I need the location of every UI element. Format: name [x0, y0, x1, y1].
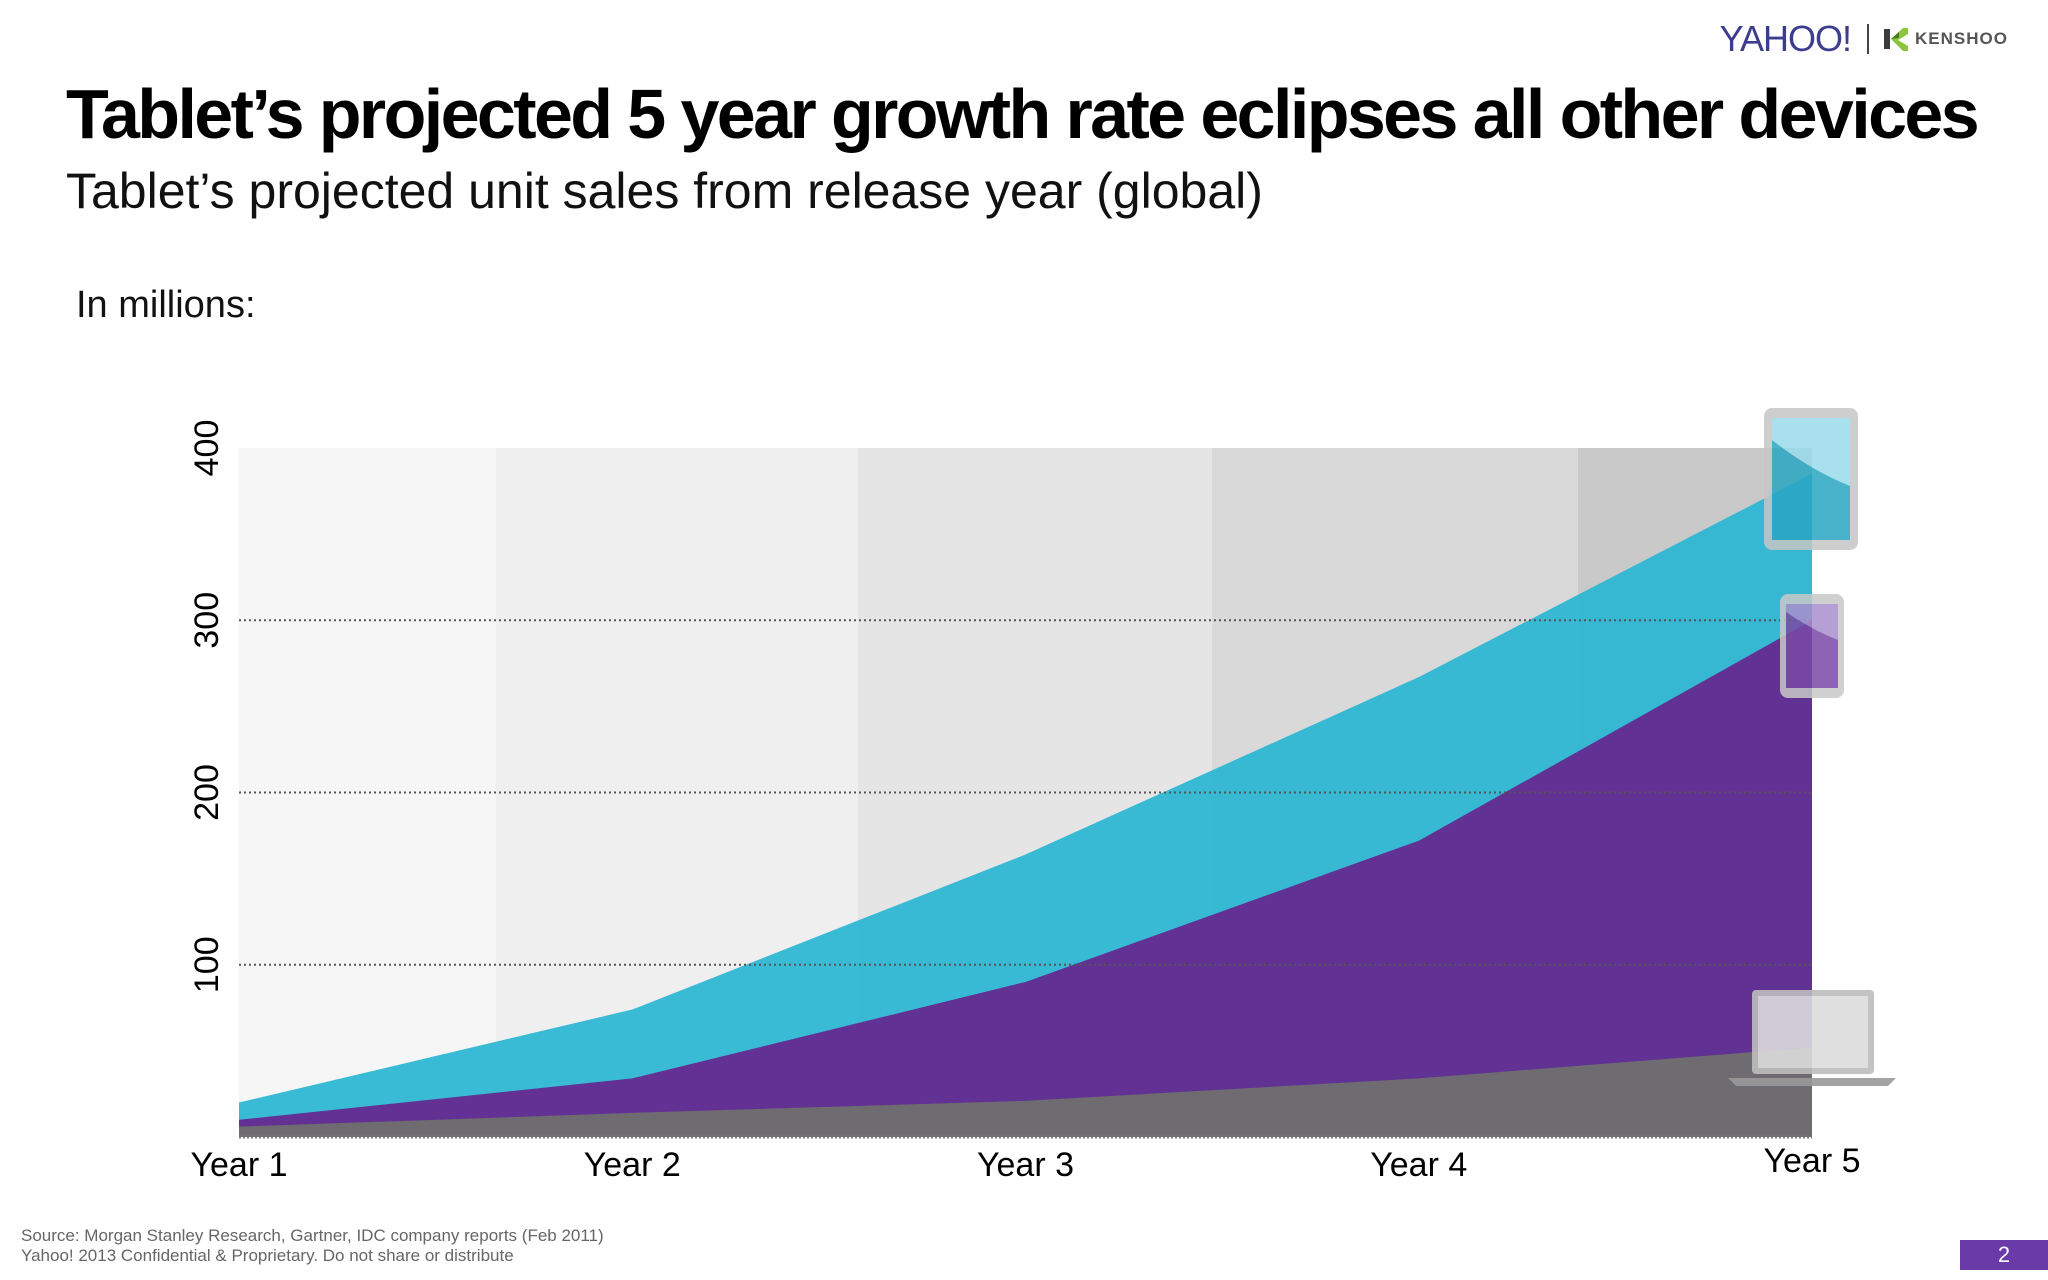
logo-divider [1867, 24, 1870, 54]
kenshoo-mark-icon [1884, 28, 1909, 51]
laptop-icon [1728, 990, 1896, 1086]
unit-note: In millions: [76, 284, 256, 326]
slide-title: Tablet’s projected 5 year growth rate ec… [66, 75, 1980, 153]
y-tick-label: 400 [188, 420, 226, 477]
x-category-label: Year 4 [1370, 1146, 1467, 1184]
source-note: Source: Morgan Stanley Research, Gartner… [21, 1226, 604, 1245]
logo-bar: YAHOO! KENSHOO [1720, 14, 2008, 64]
kenshoo-wordmark: KENSHOO [1915, 29, 2008, 48]
y-tick-label: 100 [188, 936, 226, 993]
x-category-label: Year 3 [977, 1146, 1074, 1184]
kenshoo-logo: KENSHOO [1883, 26, 2008, 52]
yahoo-logo: YAHOO! [1719, 18, 1852, 59]
smartphone-icon [1780, 594, 1844, 698]
x-category-label: Year 1 [190, 1146, 287, 1184]
slide-subtitle: Tablet’s projected unit sales from relea… [66, 163, 1263, 219]
background-band [239, 448, 496, 1137]
area-series-3 [239, 1047, 1812, 1137]
tablet-icon [1764, 408, 1858, 550]
y-tick-label: 300 [188, 592, 226, 649]
x-category-label: Year 2 [584, 1146, 681, 1184]
page-number: 2 [1960, 1240, 2048, 1270]
confidential-note: Yahoo! 2013 Confidential & Proprietary. … [21, 1246, 514, 1265]
y-tick-label: 200 [188, 764, 226, 821]
footer: Source: Morgan Stanley Research, Gartner… [21, 1226, 604, 1266]
x-category-label: Year 5 [1763, 1142, 1860, 1180]
area-series-2 [239, 620, 1812, 1137]
